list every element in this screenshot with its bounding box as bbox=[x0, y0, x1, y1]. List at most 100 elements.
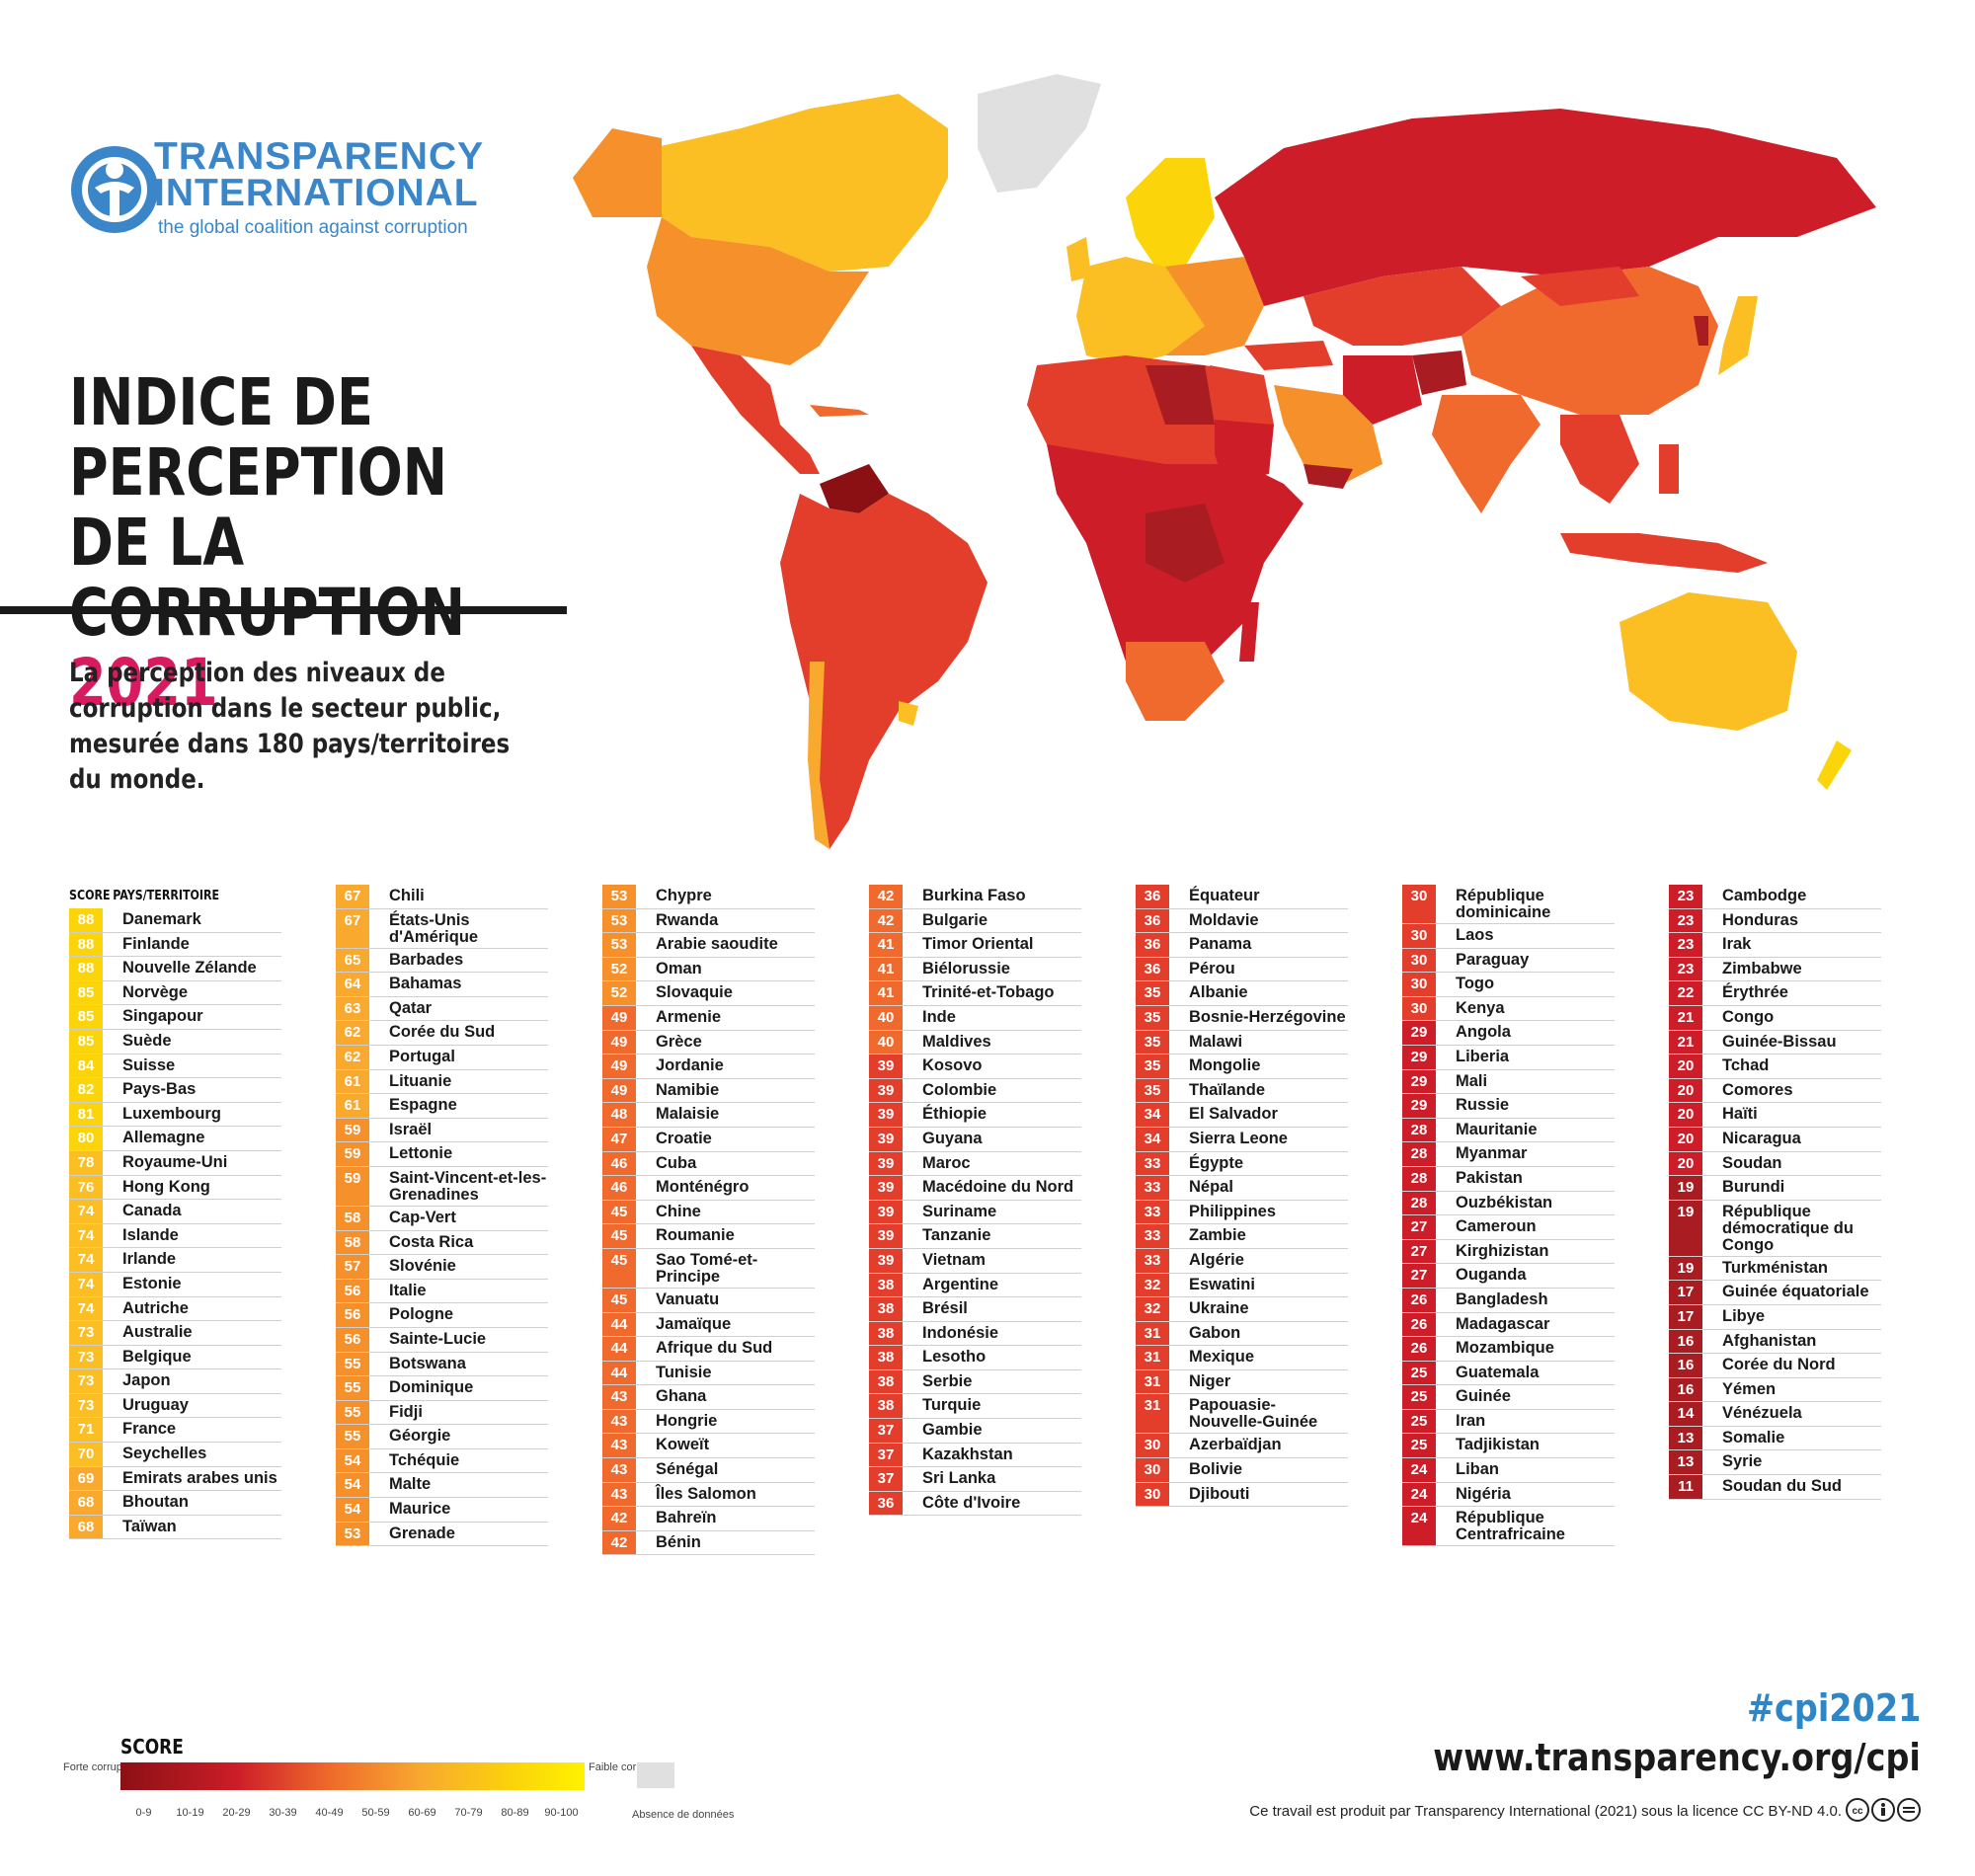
table-row: 73 Belgique bbox=[69, 1345, 281, 1370]
score-badge: 39 bbox=[869, 1055, 903, 1078]
score-badge: 55 bbox=[336, 1352, 369, 1376]
table-row: 26 Bangladesh bbox=[1402, 1288, 1615, 1313]
table-row: 20 Nicaragua bbox=[1669, 1127, 1881, 1152]
country-name: Zambie bbox=[1189, 1226, 1246, 1245]
score-badge: 30 bbox=[1402, 996, 1436, 1021]
score-badge: 74 bbox=[69, 1296, 103, 1321]
score-badge: 71 bbox=[69, 1418, 103, 1443]
table-row: 67 Chili bbox=[336, 885, 548, 909]
score-badge: 36 bbox=[1136, 957, 1169, 981]
score-badge: 35 bbox=[1136, 1055, 1169, 1078]
australia-shape bbox=[1620, 592, 1797, 731]
country-name: Vénézuela bbox=[1722, 1404, 1802, 1423]
score-badge: 62 bbox=[336, 1021, 369, 1045]
country-name: Croatie bbox=[656, 1129, 712, 1147]
country-name: Honduras bbox=[1722, 910, 1799, 929]
country-name: États-Unis d'Amérique bbox=[389, 910, 479, 946]
score-badge: 38 bbox=[869, 1394, 903, 1419]
score-badge: 85 bbox=[69, 980, 103, 1005]
score-badge: 24 bbox=[1402, 1507, 1436, 1546]
country-name: Maldives bbox=[922, 1032, 991, 1051]
header-country: PAYS/TERRITOIRE bbox=[113, 889, 220, 903]
table-row: 53 Rwanda bbox=[602, 908, 815, 934]
country-name: Tanzanie bbox=[922, 1226, 991, 1245]
score-badge: 39 bbox=[869, 1078, 903, 1103]
country-name: Haïti bbox=[1722, 1105, 1758, 1124]
table-row: 70 Seychelles bbox=[69, 1443, 281, 1467]
country-name: Jamaïque bbox=[656, 1314, 732, 1333]
table-row: 19 Burundi bbox=[1669, 1176, 1881, 1201]
country-name: Paraguay bbox=[1456, 950, 1530, 969]
indonesia-shape bbox=[1560, 533, 1768, 573]
table-row: 34 El Salvador bbox=[1136, 1103, 1348, 1128]
table-row: 23 Irak bbox=[1669, 933, 1881, 958]
table-row: 20 Haïti bbox=[1669, 1103, 1881, 1128]
score-badge: 49 bbox=[602, 1055, 636, 1078]
country-name: Malaisie bbox=[656, 1105, 720, 1124]
table-row: 37 Kazakhstan bbox=[869, 1443, 1081, 1468]
country-name: Suède bbox=[122, 1031, 172, 1050]
score-badge: 67 bbox=[336, 885, 369, 908]
country-name: Cambodge bbox=[1722, 887, 1807, 904]
table-row: 29 Mali bbox=[1402, 1069, 1615, 1095]
table-row: 62 Portugal bbox=[336, 1045, 548, 1070]
legend-title: SCORE bbox=[120, 1735, 184, 1759]
score-badge: 31 bbox=[1136, 1321, 1169, 1346]
country-name: Kirghizistan bbox=[1456, 1241, 1549, 1260]
score-badge: 49 bbox=[602, 1078, 636, 1103]
hashtag: #cpi2021 bbox=[1746, 1686, 1921, 1730]
ti-logo-icon bbox=[71, 146, 158, 233]
score-badge: 43 bbox=[602, 1409, 636, 1434]
country-name: Norvège bbox=[122, 982, 189, 1001]
table-row: 55 Botswana bbox=[336, 1352, 548, 1377]
country-name: El Salvador bbox=[1189, 1105, 1278, 1124]
table-row: 39 Macédoine du Nord bbox=[869, 1176, 1081, 1201]
score-badge: 53 bbox=[602, 908, 636, 933]
country-name: Vietnam bbox=[922, 1250, 986, 1269]
score-badge: 85 bbox=[69, 1005, 103, 1029]
country-name: Suisse bbox=[122, 1055, 176, 1074]
country-name: Guatemala bbox=[1456, 1363, 1540, 1381]
country-name: Mauritanie bbox=[1456, 1120, 1538, 1138]
table-row: 55 Géorgie bbox=[336, 1425, 548, 1449]
score-badge: 25 bbox=[1402, 1385, 1436, 1409]
country-name: Bolivie bbox=[1189, 1460, 1243, 1479]
table-row: 27 Ouganda bbox=[1402, 1264, 1615, 1289]
table-header: SCORE PAYS/TERRITOIRE bbox=[69, 887, 250, 908]
country-name: République démocratique du Congo bbox=[1722, 1202, 1854, 1254]
legend-tick: 60-69 bbox=[408, 1807, 436, 1819]
country-name: Bahamas bbox=[389, 975, 462, 993]
score-badge: 39 bbox=[869, 1248, 903, 1273]
table-row: 36 Équateur bbox=[1136, 885, 1348, 909]
legend-no-data-swatch bbox=[637, 1762, 674, 1788]
score-badge: 34 bbox=[1136, 1103, 1169, 1127]
table-row: 21 Guinée-Bissau bbox=[1669, 1030, 1881, 1055]
country-name: Mozambique bbox=[1456, 1339, 1554, 1358]
score-badge: 46 bbox=[602, 1151, 636, 1176]
score-badge: 55 bbox=[336, 1400, 369, 1425]
score-badge: 38 bbox=[869, 1297, 903, 1321]
score-badge: 41 bbox=[869, 981, 903, 1005]
country-name: Suriname bbox=[922, 1202, 997, 1220]
score-badge: 16 bbox=[1669, 1377, 1702, 1402]
table-row: 38 Lesotho bbox=[869, 1346, 1081, 1370]
score-badge: 39 bbox=[869, 1103, 903, 1127]
score-badge: 23 bbox=[1669, 908, 1702, 933]
score-badge: 19 bbox=[1669, 1256, 1702, 1281]
table-row: 32 Eswatini bbox=[1136, 1273, 1348, 1298]
country-name: Myanmar bbox=[1456, 1144, 1528, 1163]
country-name: Côte d'Ivoire bbox=[922, 1493, 1021, 1512]
table-row: 35 Albanie bbox=[1136, 981, 1348, 1006]
title-line2: PERCEPTION DE LA bbox=[69, 434, 448, 581]
score-badge: 39 bbox=[869, 1127, 903, 1151]
score-badge: 73 bbox=[69, 1393, 103, 1418]
score-badge: 36 bbox=[1136, 908, 1169, 933]
score-badge: 45 bbox=[602, 1224, 636, 1248]
country-name: Autriche bbox=[122, 1298, 189, 1317]
table-row: 39 Suriname bbox=[869, 1200, 1081, 1225]
score-badge: 39 bbox=[869, 1224, 903, 1248]
score-badge: 32 bbox=[1136, 1297, 1169, 1321]
country-name: Gambie bbox=[922, 1421, 983, 1440]
table-row: 65 Barbades bbox=[336, 948, 548, 974]
website-link[interactable]: www.transparency.org/cpi bbox=[1433, 1736, 1921, 1779]
